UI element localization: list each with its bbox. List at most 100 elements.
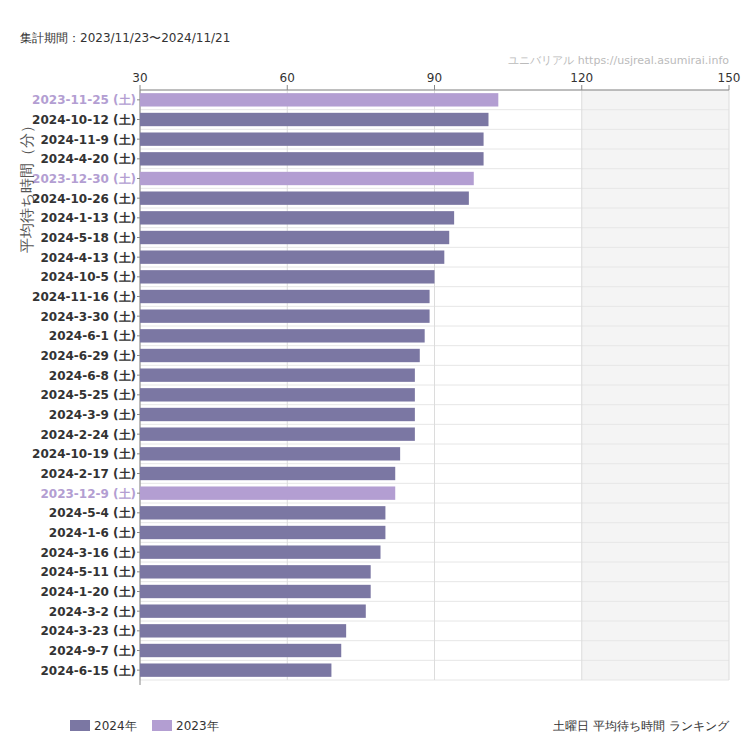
tick-mark bbox=[729, 85, 730, 90]
bar bbox=[140, 93, 498, 106]
tick-label: 90 bbox=[427, 71, 442, 85]
category-label: 2024-3-2 (土) bbox=[49, 605, 136, 619]
category-label: 2024-1-13 (土) bbox=[40, 211, 136, 225]
subtitle: 集計期間：2023/11/23〜2024/11/21 bbox=[20, 31, 230, 45]
category-label: 2024-10-5 (土) bbox=[40, 270, 136, 284]
category-label: 2024-2-17 (土) bbox=[40, 467, 136, 481]
bar bbox=[140, 604, 366, 617]
grid-line bbox=[729, 90, 730, 680]
bar bbox=[140, 467, 395, 480]
row-grid bbox=[140, 90, 729, 91]
bar bbox=[140, 388, 415, 401]
bar bbox=[140, 506, 385, 519]
bar bbox=[140, 211, 454, 224]
bar bbox=[140, 231, 449, 244]
category-tick bbox=[137, 532, 140, 533]
bar bbox=[140, 644, 341, 657]
tick-label: 30 bbox=[132, 71, 147, 85]
category-label: 2024-3-30 (土) bbox=[40, 310, 136, 324]
bar bbox=[140, 624, 346, 637]
category-label: 2024-11-16 (土) bbox=[32, 290, 136, 304]
category-tick bbox=[137, 434, 140, 435]
legend-label: 2023年 bbox=[176, 719, 219, 733]
chart: 3060901201502023-11-25 (土)2024-10-12 (土)… bbox=[0, 0, 750, 750]
category-tick bbox=[137, 355, 140, 356]
category-tick bbox=[137, 591, 140, 592]
category-tick bbox=[137, 670, 140, 671]
bar bbox=[140, 427, 415, 440]
category-tick bbox=[137, 237, 140, 238]
category-label: 2024-2-24 (土) bbox=[40, 428, 136, 442]
category-tick bbox=[137, 630, 140, 631]
category-tick bbox=[137, 276, 140, 277]
category-label: 2024-6-15 (土) bbox=[40, 664, 136, 678]
category-tick bbox=[137, 119, 140, 120]
category-label: 2024-10-19 (土) bbox=[32, 447, 136, 461]
category-tick bbox=[137, 158, 140, 159]
bar bbox=[140, 408, 415, 421]
tick-mark bbox=[287, 85, 288, 90]
category-tick bbox=[137, 571, 140, 572]
category-tick bbox=[137, 552, 140, 553]
bar bbox=[140, 290, 430, 303]
category-label: 2024-9-7 (土) bbox=[49, 644, 136, 658]
category-label: 2024-3-9 (土) bbox=[49, 408, 136, 422]
x-axis bbox=[140, 90, 729, 91]
category-label: 2024-1-20 (土) bbox=[40, 585, 136, 599]
bar bbox=[140, 132, 484, 145]
category-label: 2024-5-11 (土) bbox=[40, 565, 136, 579]
bar bbox=[140, 113, 488, 126]
tick-label: 150 bbox=[718, 71, 741, 85]
category-label: 2024-5-4 (土) bbox=[49, 506, 136, 520]
category-label: 2024-4-20 (土) bbox=[40, 152, 136, 166]
bar bbox=[140, 368, 415, 381]
legend-swatch bbox=[152, 720, 172, 731]
category-tick bbox=[137, 316, 140, 317]
bar bbox=[140, 329, 425, 342]
category-tick bbox=[137, 217, 140, 218]
tick-mark bbox=[434, 85, 435, 90]
bar bbox=[140, 663, 331, 676]
bar bbox=[140, 585, 371, 598]
bar bbox=[140, 526, 385, 539]
title: 土曜日 平均待ち時間 ランキング bbox=[553, 719, 730, 733]
category-tick bbox=[137, 178, 140, 179]
category-label: 2023-12-9 (土) bbox=[40, 487, 136, 501]
bar bbox=[140, 172, 474, 185]
tick-label: 120 bbox=[570, 71, 593, 85]
category-tick bbox=[137, 139, 140, 140]
bar bbox=[140, 545, 381, 558]
bar bbox=[140, 309, 430, 322]
category-label: 2024-3-16 (土) bbox=[40, 546, 136, 560]
category-tick bbox=[137, 512, 140, 513]
category-tick bbox=[137, 611, 140, 612]
legend-swatch bbox=[70, 720, 90, 731]
watermark: ユニバリアル https://usjreal.asumirai.info bbox=[508, 54, 729, 67]
category-label: 2024-4-13 (土) bbox=[40, 251, 136, 265]
category-tick bbox=[137, 414, 140, 415]
category-tick bbox=[137, 198, 140, 199]
category-label: 2024-6-29 (土) bbox=[40, 349, 136, 363]
bars bbox=[140, 93, 498, 677]
category-tick bbox=[137, 257, 140, 258]
bar bbox=[140, 270, 435, 283]
category-label: 2024-3-23 (土) bbox=[40, 624, 136, 638]
category-label: 2024-5-18 (土) bbox=[40, 231, 136, 245]
category-label: 2024-10-26 (土) bbox=[32, 192, 136, 206]
category-tick bbox=[137, 99, 140, 100]
tick-label: 60 bbox=[280, 71, 295, 85]
bar bbox=[140, 447, 400, 460]
bar bbox=[140, 349, 420, 362]
category-tick bbox=[137, 296, 140, 297]
category-label: 2024-11-9 (土) bbox=[40, 133, 136, 147]
category-label: 2024-6-8 (土) bbox=[49, 369, 136, 383]
category-tick bbox=[137, 493, 140, 494]
category-label: 2023-11-25 (土) bbox=[32, 93, 136, 107]
category-tick bbox=[137, 453, 140, 454]
bar bbox=[140, 486, 395, 499]
tick-mark bbox=[140, 85, 141, 90]
bar bbox=[140, 152, 484, 165]
category-tick bbox=[137, 375, 140, 376]
category-tick bbox=[137, 394, 140, 395]
category-label: 2024-5-25 (土) bbox=[40, 388, 136, 402]
